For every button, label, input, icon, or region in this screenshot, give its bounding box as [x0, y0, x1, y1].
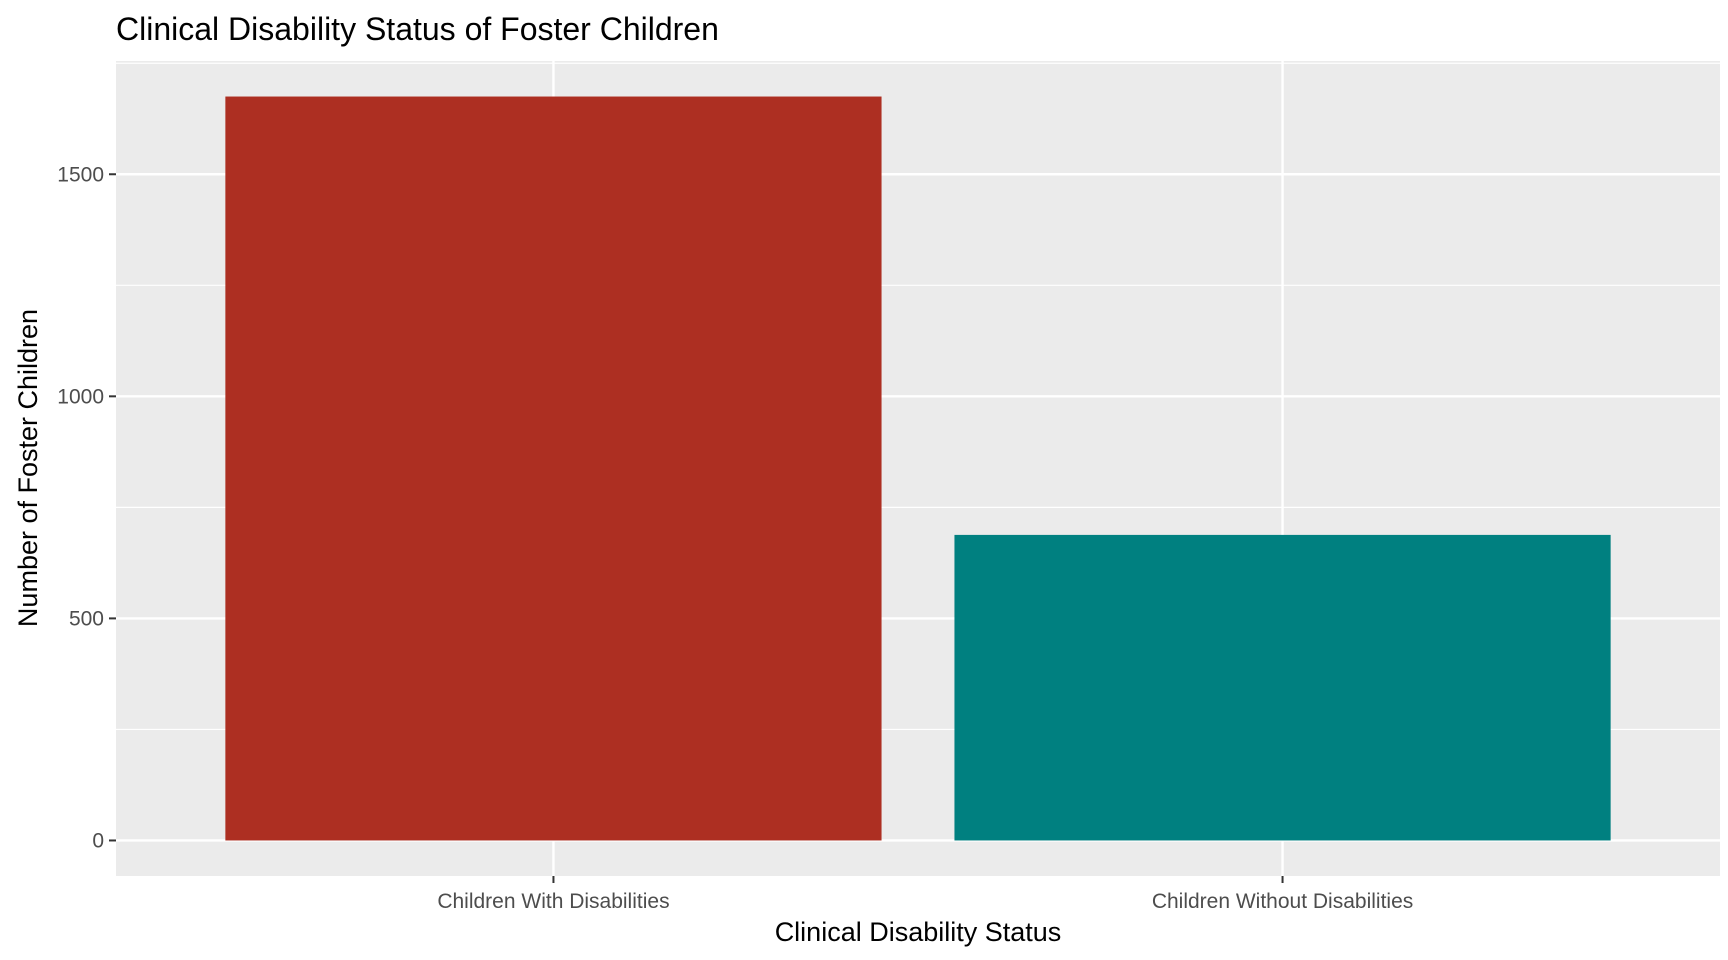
x-axis-title: Clinical Disability Status: [775, 917, 1062, 947]
axes: 0 500 1000 1500 Children With Disabilities Ch…: [57, 163, 1413, 913]
x-tick-label: Children With Disabilities: [437, 890, 669, 913]
bars: [225, 96, 1611, 841]
y-tick-label: 1500: [57, 163, 104, 186]
chart-title: Clinical Disability Status of Foster Chi…: [116, 11, 719, 47]
x-tick-label: Children Without Disabilities: [1152, 890, 1413, 913]
bar-1: [225, 96, 882, 841]
y-axis-title: Number of Foster Children: [13, 309, 43, 627]
bar-2: [954, 534, 1611, 841]
y-tick-label: 0: [92, 829, 104, 852]
y-tick-label: 500: [69, 607, 104, 630]
y-tick-label: 1000: [57, 385, 104, 408]
